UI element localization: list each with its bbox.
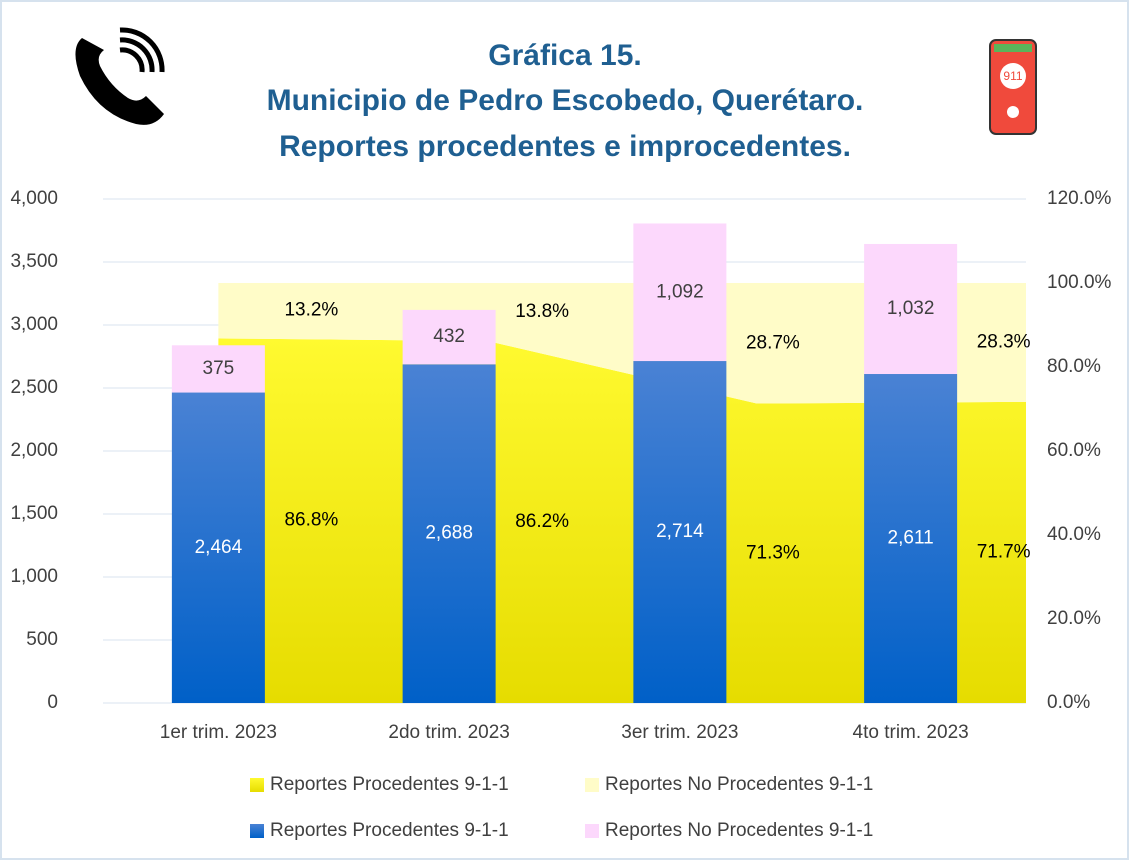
badge: 911 — [1003, 69, 1022, 83]
x-tick-label: 1er trim. 2023 — [160, 722, 277, 743]
y-tick-label: 500 — [26, 629, 58, 650]
bar — [402, 364, 496, 703]
legend-swatch — [585, 824, 599, 838]
y-tick-label: 4,000 — [10, 188, 58, 209]
y-tick-label: 0 — [47, 692, 58, 713]
y-tick-label: 3,000 — [10, 314, 58, 335]
x-tick-label: 3er trim. 2023 — [621, 722, 738, 743]
bar — [171, 392, 265, 703]
data-label: 2,464 — [195, 537, 243, 558]
title-line: Gráfica 15. — [488, 39, 641, 72]
y-tick-label: 2,500 — [10, 377, 58, 398]
y-tick-label: 1,500 — [10, 503, 58, 524]
bar — [171, 345, 265, 393]
data-label: 2,688 — [425, 523, 473, 544]
data-label: 28.3% — [977, 331, 1031, 352]
data-label: 86.8% — [284, 510, 338, 531]
data-label: 375 — [203, 358, 235, 379]
title-line: Municipio de Pedro Escobedo, Querétaro. — [267, 84, 864, 117]
y2-tick-label: 40.0% — [1047, 524, 1101, 545]
y2-tick-label: 0.0% — [1047, 692, 1090, 713]
title-line: Reportes procedentes e improcedentes. — [279, 130, 851, 163]
phone-icon — [75, 27, 165, 125]
data-label: 28.7% — [746, 332, 800, 353]
data-label: 13.2% — [284, 300, 338, 321]
data-label: 1,092 — [656, 281, 704, 302]
data-label: 2,714 — [656, 521, 704, 542]
data-label: 2,611 — [888, 528, 934, 549]
y-tick-label: 3,500 — [10, 251, 58, 272]
legend-label: Reportes Procedentes 9-1-1 — [270, 774, 509, 795]
x-tick-label: 2do trim. 2023 — [388, 722, 509, 743]
bar — [864, 243, 958, 375]
y2-tick-label: 80.0% — [1047, 356, 1101, 377]
y2-tick-label: 20.0% — [1047, 608, 1101, 629]
data-label: 71.7% — [977, 541, 1031, 562]
data-label: 432 — [433, 326, 465, 347]
data-label: 71.3% — [746, 542, 800, 563]
mobile-icon: 911 — [989, 39, 1037, 135]
y-tick-label: 1,000 — [10, 566, 58, 587]
data-label: 1,032 — [887, 298, 935, 319]
bar — [864, 374, 958, 703]
legend-swatch — [250, 824, 264, 838]
y2-tick-label: 60.0% — [1047, 440, 1101, 461]
bar — [633, 361, 727, 703]
x-tick-label: 4to trim. 2023 — [853, 722, 969, 743]
data-label: 13.8% — [515, 301, 569, 322]
data-label: 86.2% — [515, 511, 569, 532]
legend-swatch — [585, 778, 599, 792]
y-tick-label: 2,000 — [10, 440, 58, 461]
y2-tick-label: 100.0% — [1047, 272, 1112, 293]
legend-label: Reportes No Procedentes 9-1-1 — [605, 820, 873, 841]
legend-swatch — [250, 778, 264, 792]
legend-label: Reportes Procedentes 9-1-1 — [270, 820, 509, 841]
y2-tick-label: 120.0% — [1047, 188, 1112, 209]
bar — [402, 309, 496, 365]
bar — [633, 223, 727, 362]
legend-label: Reportes No Procedentes 9-1-1 — [605, 774, 873, 795]
